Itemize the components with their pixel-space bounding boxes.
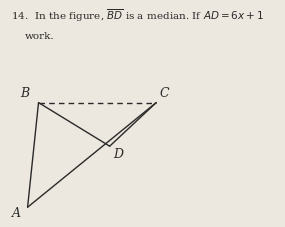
Text: work.: work.: [25, 32, 54, 41]
Text: B: B: [20, 87, 29, 100]
Text: D: D: [113, 148, 123, 161]
Text: 14.  In the figure, $\overline{BD}$ is a median. If $AD = 6x + 1$: 14. In the figure, $\overline{BD}$ is a …: [11, 8, 264, 24]
Text: C: C: [160, 87, 169, 100]
Text: A: A: [12, 207, 21, 220]
